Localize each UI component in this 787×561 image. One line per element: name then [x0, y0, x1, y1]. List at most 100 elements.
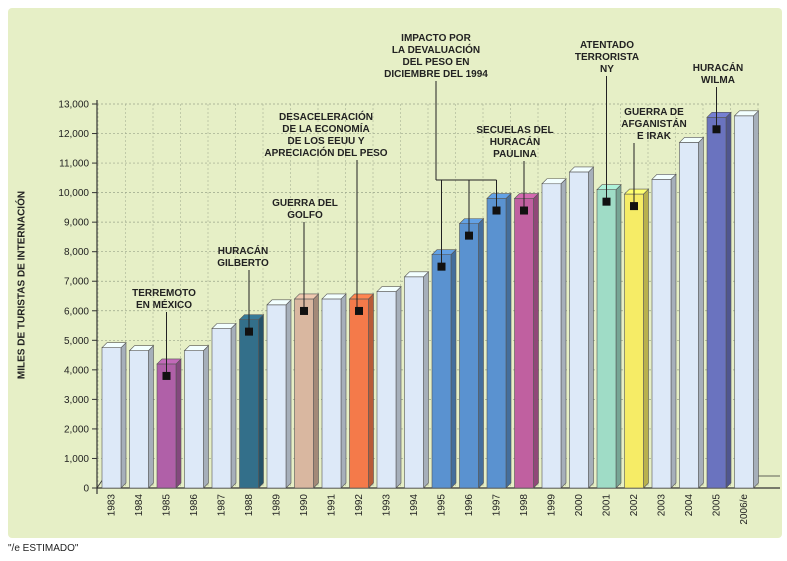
x-tick-label: 1995: [437, 494, 448, 517]
x-tick-label: 2001: [602, 494, 613, 517]
y-tick-label: 5,000: [64, 336, 89, 347]
x-tick-label: 1994: [409, 494, 420, 517]
annotation-marker: [630, 202, 638, 211]
bar: [596, 189, 617, 489]
bar: [349, 298, 369, 489]
bar-top: [596, 184, 622, 190]
bar: [679, 142, 699, 489]
bar-top: [403, 271, 430, 278]
bar-top: [458, 218, 485, 224]
bar-side: [423, 271, 429, 489]
bar-side: [148, 344, 154, 489]
annotation-label: TERREMOTO EN MÉXICO: [132, 288, 196, 311]
annotation-label: SECUELAS DEL HURACÁN PAULINA: [476, 125, 553, 160]
bar-side: [230, 322, 237, 489]
x-tick-label: 2002: [629, 494, 640, 517]
bar: [514, 198, 534, 489]
bar: [459, 223, 479, 489]
bar-side: [450, 248, 457, 489]
bar: [404, 276, 424, 489]
footnote: "/e ESTIMADO": [8, 543, 79, 554]
y-axis-label: MILES DE TURISTAS DE INTERNACIÓN: [16, 190, 28, 380]
x-tick-label: 1984: [134, 494, 145, 517]
bar-top: [706, 111, 732, 118]
bar-side: [588, 166, 594, 489]
annotation-marker: [355, 306, 363, 315]
bar: [431, 254, 452, 489]
x-tick-label: 1983: [107, 494, 118, 517]
bar-side: [753, 110, 759, 489]
annotation-marker: [245, 327, 253, 336]
bar-top: [431, 249, 457, 255]
bar-side: [505, 192, 512, 489]
bar-top: [651, 174, 677, 180]
bar-side: [285, 299, 292, 489]
bar-top: [183, 345, 210, 351]
annotation-label: HURACÁN GILBERTO: [217, 244, 269, 269]
bar: [101, 347, 122, 489]
bar-side: [203, 344, 209, 489]
bar: [376, 291, 397, 489]
annotation-marker: [492, 206, 501, 215]
bar-side: [725, 111, 732, 489]
y-tick-label: 11,000: [59, 159, 89, 170]
bar-top: [733, 110, 760, 117]
bar-top: [321, 293, 347, 300]
bar-top: [211, 323, 237, 329]
y-tick-label: 13,000: [58, 100, 89, 111]
x-tick-label: 1990: [299, 494, 310, 517]
bar: [129, 350, 149, 489]
bar-side: [120, 341, 127, 489]
y-tick-label: 0: [83, 484, 89, 495]
annotation-label: DESACELERACIÓN DE LA ECONOMÍA DE LOS EEUU …: [264, 110, 387, 159]
annotation-marker: [712, 125, 721, 134]
x-tick-label: 1988: [244, 494, 255, 517]
bar-top: [238, 314, 265, 320]
annotation-marker: [465, 231, 473, 240]
bar-side: [478, 217, 484, 489]
bar: [321, 298, 342, 489]
bar-top: [293, 293, 320, 300]
bar: [266, 304, 287, 489]
annotation-marker: [162, 371, 171, 380]
y-tick-label: 12,000: [58, 129, 89, 140]
annotation-marker: [300, 306, 308, 315]
x-tick-label: 1987: [217, 494, 228, 517]
bar-top: [156, 358, 182, 365]
bar-top: [101, 342, 127, 348]
bar-top: [541, 178, 567, 185]
x-tick-label: 2003: [657, 494, 668, 517]
y-tick-label: 7,000: [64, 277, 89, 288]
bar-top: [486, 193, 512, 199]
annotation-label: GUERRA DE AFGANISTÁN E IRAK: [621, 107, 687, 142]
x-tick-label: 1999: [547, 494, 558, 517]
annotation-marker: [602, 197, 611, 206]
bar-side: [615, 183, 622, 489]
bar: [651, 179, 672, 489]
bar: [184, 350, 204, 489]
y-tick-label: 9,000: [64, 218, 89, 229]
bar-side: [368, 293, 374, 489]
x-tick-label: 1998: [519, 494, 530, 517]
x-tick-label: 2006/e: [739, 494, 750, 525]
bar-top: [513, 193, 540, 199]
x-tick-label: 1991: [327, 494, 338, 517]
y-tick-label: 3,000: [64, 395, 89, 406]
bar: [624, 193, 644, 489]
bar: [734, 115, 754, 489]
y-tick-label: 6,000: [64, 306, 89, 317]
bar-top: [568, 166, 595, 173]
annotation-label: ATENTADO TERRORISTA NY: [575, 40, 639, 75]
bar: [569, 171, 589, 489]
x-tick-label: 2000: [574, 494, 585, 517]
bar-side: [395, 285, 402, 489]
bar: [706, 116, 727, 489]
annotation-label: HURACÁN WILMA: [693, 61, 744, 86]
annotation-label: GUERRA DEL GOLFO: [272, 198, 338, 221]
bar: [211, 328, 232, 489]
bar-top: [266, 299, 292, 306]
bar-top: [678, 137, 705, 143]
y-tick-label: 8,000: [64, 247, 89, 258]
bar-side: [313, 293, 319, 489]
